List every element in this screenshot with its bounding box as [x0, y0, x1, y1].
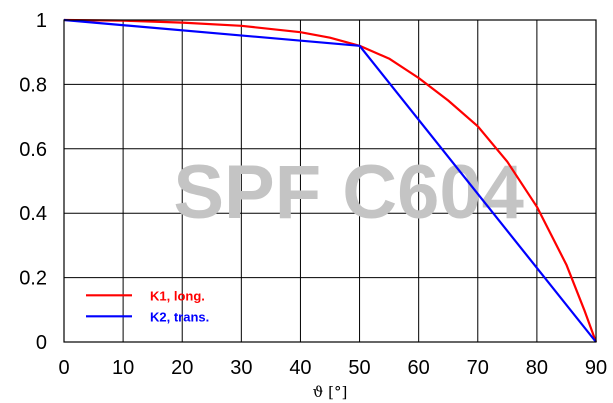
x-tick-label: 20 [171, 357, 193, 379]
watermark-text: SPF C604 [173, 150, 524, 235]
x-tick-label: 30 [230, 357, 252, 379]
x-tick-label: 60 [408, 357, 430, 379]
x-tick-labels: 0 10 20 30 40 50 60 70 80 90 [58, 357, 607, 379]
x-tick-label: 10 [112, 357, 134, 379]
y-tick-label: 1 [36, 10, 47, 32]
x-tick-label: 0 [58, 357, 69, 379]
y-tick-label: 0 [36, 332, 47, 354]
legend-label: K2, trans. [150, 309, 209, 324]
legend-label: K1, long. [150, 288, 205, 303]
series-line-k2 [63, 18, 597, 343]
series-group [63, 18, 598, 343]
plot-border [63, 19, 597, 343]
legend: K1, long. K2, trans. [86, 288, 209, 324]
y-tick-label: 0.6 [19, 139, 47, 161]
series-line-k1 [63, 18, 598, 343]
x-tick-label: 80 [526, 357, 548, 379]
x-tick-label: 70 [467, 357, 489, 379]
x-axis-label: ϑ [°] [313, 383, 348, 401]
x-tick-label: 40 [289, 357, 311, 379]
x-tick-label: 50 [348, 357, 370, 379]
y-tick-labels: 0 0.2 0.4 0.6 0.8 1 [19, 10, 47, 354]
y-tick-label: 0.8 [19, 74, 47, 96]
y-tick-label: 0.4 [19, 203, 47, 225]
y-tick-label: 0.2 [19, 268, 47, 290]
x-tick-label: 90 [585, 357, 607, 379]
